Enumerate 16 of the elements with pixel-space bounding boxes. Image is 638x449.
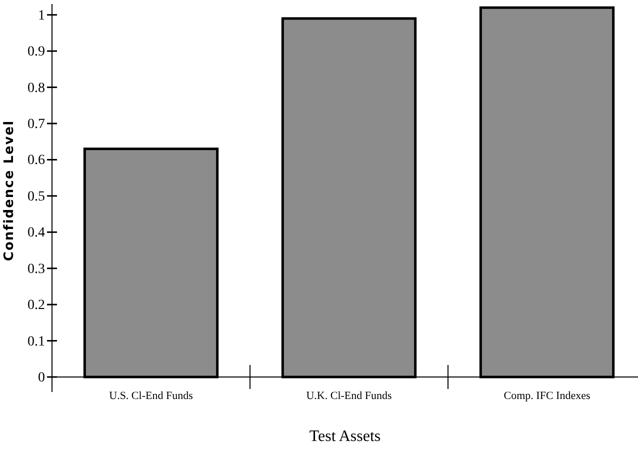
y-tick-label: 0 <box>38 370 45 386</box>
x-axis-title: Test Assets <box>309 428 381 445</box>
y-tick-label: 0.8 <box>28 80 45 96</box>
x-tick-label: Comp. IFC Indexes <box>504 390 590 402</box>
x-tick-label: U.K. Cl-End Funds <box>306 390 392 402</box>
y-tick-label: 0.7 <box>28 116 45 132</box>
y-tick-label: 0.5 <box>28 189 45 204</box>
y-tick-label: 1 <box>38 8 45 24</box>
x-tick-label: U.S. Cl-End Funds <box>109 390 193 402</box>
y-tick-label: 0.1 <box>28 334 45 350</box>
y-tick-label: 0.6 <box>28 153 45 168</box>
y-tick-label: 0.2 <box>28 298 45 314</box>
y-axis-title: Confidence Level <box>2 120 17 262</box>
y-tick-label: 0.9 <box>28 44 45 60</box>
y-tick-label: 0.4 <box>28 226 45 241</box>
y-tick-label: 0.3 <box>28 262 45 277</box>
